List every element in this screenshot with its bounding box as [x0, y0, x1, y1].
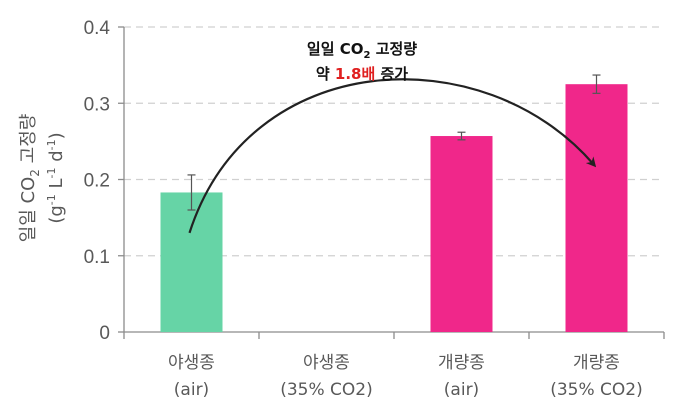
y-tick-label: 0.3 — [84, 94, 110, 115]
x-tick-label: 개량종 (35% CO2) — [550, 353, 643, 400]
y-tick-label: 0.4 — [84, 18, 111, 39]
error-bar — [592, 74, 601, 94]
x-tick-label: 야생종 (35% CO2) — [280, 353, 373, 400]
annotation-ratio: 1.8배 — [335, 65, 375, 83]
error-bars — [187, 74, 601, 211]
y-tick-label: 0.2 — [84, 171, 110, 192]
y-axis-title-line2: (g-1 L-1 d-1) — [45, 132, 67, 223]
y-tick-label: 0.1 — [84, 247, 110, 268]
y-tick-label: 0 — [99, 323, 110, 344]
x-tick-label: 야생종 (air) — [168, 353, 215, 400]
y-axis-title: 일일 CO2 고정량 (g-1 L-1 d-1) — [18, 114, 67, 243]
bar — [430, 136, 493, 332]
annotation-line1: 일일 CO2 고정량 — [307, 40, 417, 61]
x-tick-label: 개량종 (air) — [438, 353, 485, 400]
y-axis-title-line1: 일일 CO2 고정량 — [18, 114, 42, 243]
y-ticks: 0 0.1 0.2 0.3 0.4 — [84, 18, 124, 344]
bar — [565, 84, 628, 332]
increase-arrow — [188, 78, 597, 234]
bar — [160, 192, 223, 332]
error-bar — [457, 131, 466, 141]
bars — [160, 84, 628, 332]
x-ticks: 야생종 (air) 야생종 (35% CO2) 개량종 (air) 개량종 (35% CO2) — [123, 332, 665, 400]
annotation-line2: 약 1.8배 증가 — [316, 65, 408, 83]
error-bar — [187, 174, 196, 211]
